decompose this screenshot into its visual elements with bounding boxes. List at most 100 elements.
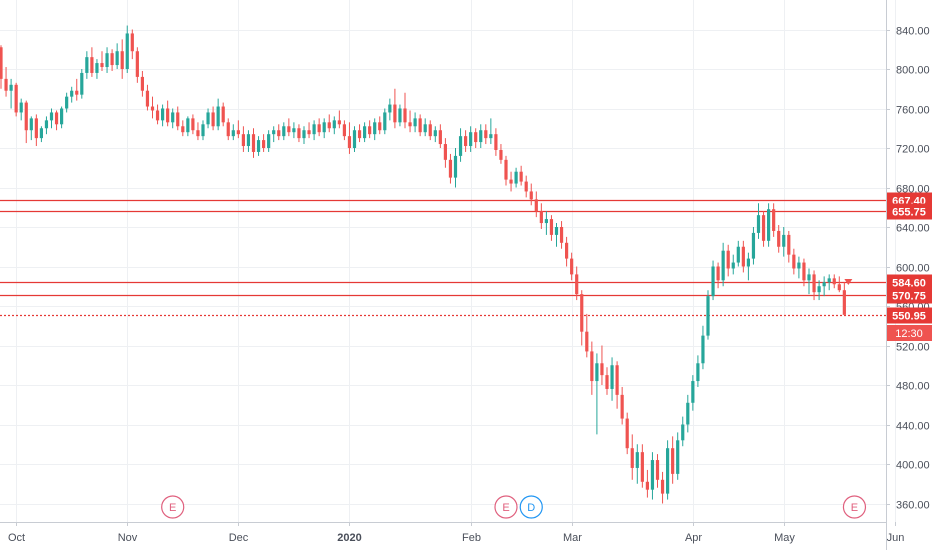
candle-body: [489, 134, 493, 139]
candle-body: [60, 108, 64, 125]
candle: [302, 126, 306, 145]
candle-body: [650, 460, 655, 490]
candle-body: [80, 72, 84, 95]
candle: [171, 108, 175, 129]
candle: [615, 361, 619, 409]
candle: [246, 130, 251, 152]
event-marker[interactable]: E: [842, 495, 867, 519]
candle-body: [787, 234, 791, 255]
candle: [186, 116, 190, 137]
candle-body: [514, 171, 518, 184]
candle: [610, 357, 614, 401]
candle: [327, 114, 331, 133]
candle: [756, 203, 761, 239]
event-marker[interactable]: E: [161, 495, 185, 519]
candle-body: [90, 57, 94, 73]
event-marker[interactable]: D: [519, 495, 543, 519]
candle-body: [423, 124, 427, 133]
candle-body: [802, 262, 806, 281]
candle-body: [726, 250, 730, 269]
candle: [797, 256, 801, 279]
x-tick-label: Dec: [229, 532, 249, 544]
candle-body: [246, 134, 251, 147]
x-tick-label: Oct: [8, 532, 25, 544]
candle-body: [272, 130, 276, 135]
candle-body: [464, 136, 468, 147]
candle-body: [54, 112, 59, 125]
alert-marker-icon[interactable]: [844, 279, 853, 285]
candle-body: [534, 199, 538, 212]
candle-body: [236, 130, 240, 135]
candle-body: [418, 118, 422, 133]
candle: [529, 183, 533, 206]
x-tick-label: Jun: [887, 532, 905, 544]
candle-body: [716, 266, 720, 281]
candle-body: [312, 124, 316, 135]
event-marker-circle[interactable]: [842, 495, 867, 519]
candle-body: [105, 53, 109, 68]
candle-body: [29, 118, 33, 131]
candle-body: [812, 274, 816, 293]
candle-body: [767, 209, 771, 241]
candle-body: [499, 149, 503, 160]
candle: [746, 252, 750, 281]
candle-body: [14, 84, 18, 113]
candle-body: [731, 262, 735, 269]
candle-body: [671, 448, 675, 474]
price-level-tag: [887, 203, 932, 220]
candle: [145, 84, 150, 111]
candle-body: [792, 254, 796, 269]
candle: [837, 276, 841, 293]
candle: [85, 51, 89, 79]
event-marker-circle[interactable]: [519, 495, 543, 519]
candle-body: [19, 102, 23, 113]
candle: [827, 274, 831, 291]
candle-body: [474, 132, 478, 143]
y-tick-label: 520.00: [896, 342, 930, 354]
candle-body: [383, 112, 387, 131]
horizontal-levels[interactable]: [0, 199, 886, 317]
candle-body: [761, 215, 766, 241]
candle-body: [721, 250, 725, 281]
candle: [125, 25, 129, 73]
candle: [479, 124, 483, 148]
candle: [221, 102, 225, 127]
candle: [635, 444, 639, 484]
candle: [772, 203, 776, 237]
candle: [347, 122, 352, 154]
candle: [721, 242, 725, 287]
x-tick-label: 2020: [337, 532, 361, 544]
y-tick-label: 400.00: [896, 460, 930, 472]
event-marker-circle[interactable]: [494, 495, 518, 519]
candle: [534, 191, 538, 218]
candle: [90, 47, 94, 77]
candle: [75, 78, 79, 101]
candle-body: [413, 118, 417, 127]
candle: [176, 106, 180, 131]
candle-body: [150, 106, 155, 111]
candle-body: [368, 126, 372, 135]
candle: [9, 78, 13, 109]
candle-body: [256, 140, 261, 152]
candle: [559, 221, 564, 249]
y-tick-label: 720.00: [896, 144, 930, 156]
candle: [19, 98, 23, 121]
candle: [681, 416, 685, 447]
event-marker-circle[interactable]: [161, 495, 185, 519]
candle: [44, 116, 49, 135]
candle: [272, 126, 276, 143]
candle: [751, 227, 756, 265]
event-marker[interactable]: E: [494, 495, 518, 519]
candle-body: [282, 126, 286, 137]
candle-body: [408, 122, 412, 127]
candle: [49, 108, 54, 129]
candle-body: [65, 96, 69, 109]
candle: [605, 367, 609, 395]
candle-body: [842, 290, 846, 315]
candle-body: [691, 381, 695, 403]
candle: [660, 471, 665, 504]
candle: [4, 67, 8, 97]
